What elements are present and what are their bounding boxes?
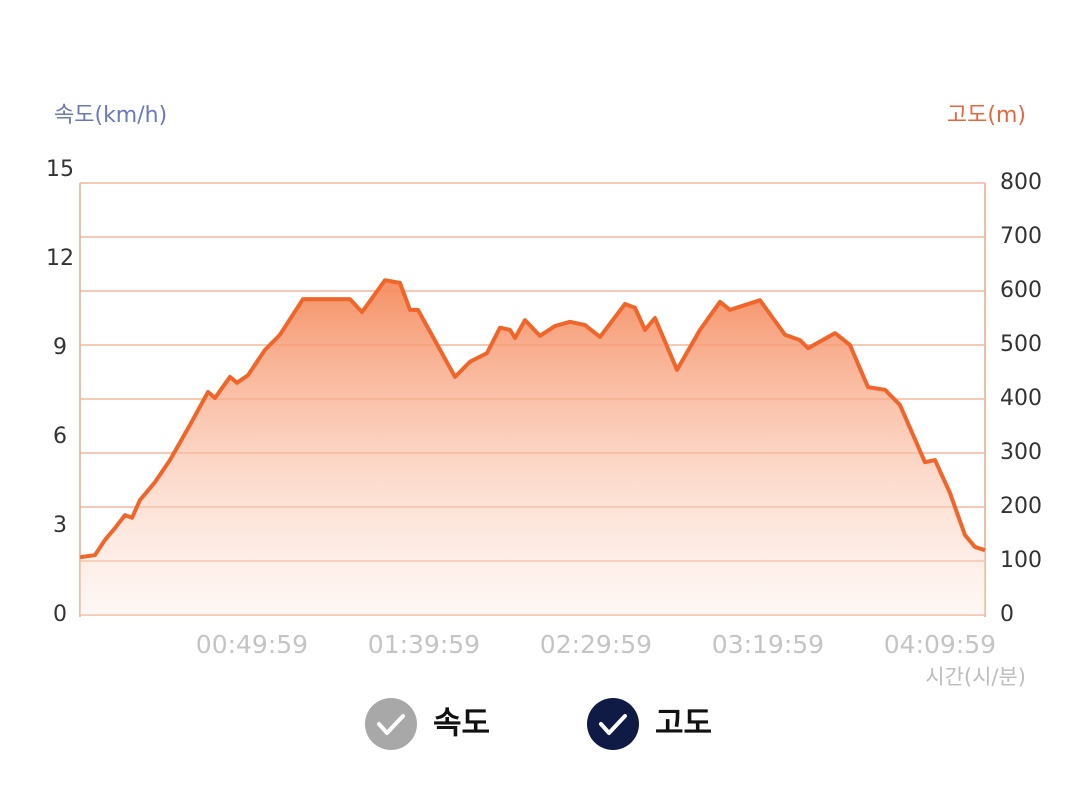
y-tick-label: 3 xyxy=(53,513,67,538)
x-axis-title: 시간(시/분) xyxy=(925,665,1026,689)
y2-tick-label: 500 xyxy=(1000,332,1042,357)
x-tick-label: 01:39:59 xyxy=(368,630,480,659)
y-axis-title: 속도(km/h) xyxy=(54,103,167,128)
x-tick-label: 04:09:59 xyxy=(884,630,996,659)
y-tick-label: 15 xyxy=(46,157,74,182)
y2-tick-label: 600 xyxy=(1000,278,1042,303)
x-tick-label: 00:49:59 xyxy=(196,630,308,659)
y2-axis-title: 고도(m) xyxy=(947,103,1026,128)
legend-check xyxy=(587,698,639,750)
y2-tick-label: 0 xyxy=(1000,602,1014,627)
y-tick-label: 6 xyxy=(53,424,67,449)
y2-tick-label: 200 xyxy=(1000,494,1042,519)
legend-item[interactable]: 고도 xyxy=(587,698,712,750)
check-icon xyxy=(377,714,405,735)
x-tick-label: 02:29:59 xyxy=(540,630,652,659)
y2-tick-label: 300 xyxy=(1000,440,1042,465)
y2-tick-label: 100 xyxy=(1000,548,1042,573)
y-tick-label: 12 xyxy=(46,246,74,271)
legend-label: 속도 xyxy=(433,706,490,742)
legend-label: 고도 xyxy=(655,706,712,742)
y2-tick-label: 800 xyxy=(1000,170,1042,195)
y-tick-label: 0 xyxy=(53,602,67,627)
area-fill xyxy=(80,280,985,615)
x-tick-label: 03:19:59 xyxy=(712,630,824,659)
area-line xyxy=(79,278,986,560)
legend-check xyxy=(365,698,417,750)
legend-item[interactable]: 속도 xyxy=(365,698,490,750)
y2-tick-label: 400 xyxy=(1000,386,1042,411)
y-tick-label: 9 xyxy=(53,335,67,360)
y2-tick-label: 700 xyxy=(1000,224,1042,249)
check-icon xyxy=(599,714,627,735)
